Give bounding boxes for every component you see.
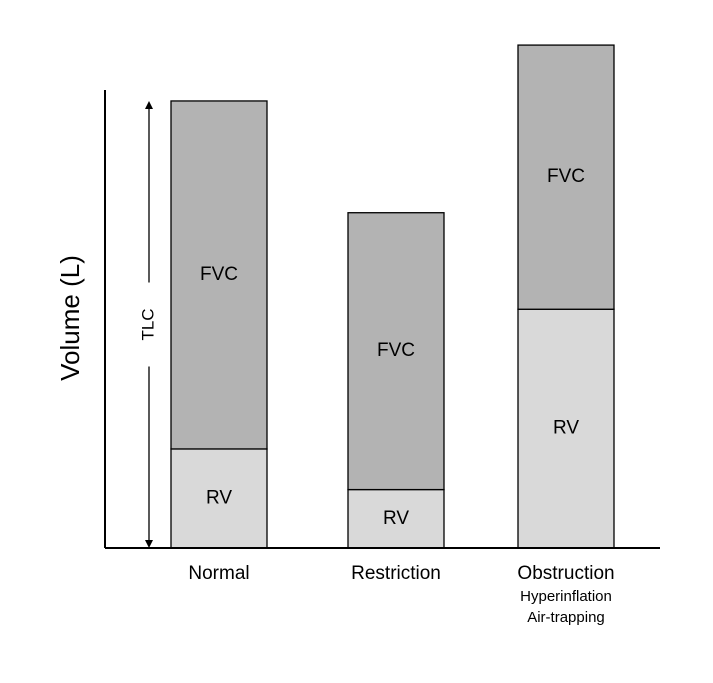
segment-label-rv-obstruction: RV [553,418,579,439]
bar-segment-rv-normal [170,448,268,549]
axes-layer: Volume (L) [55,90,660,549]
bar-segment-fvc-normal [170,100,268,450]
tlc-label: TLC [138,308,157,340]
bar-segment-fvc-obstruction [517,44,615,310]
segment-label-fvc-normal: FVC [200,264,238,285]
segment-label-fvc-restriction: FVC [377,340,415,361]
bar-segment-fvc-restriction [347,212,445,491]
category-sublabel-hyperinflation: Hyperinflation [520,588,612,605]
category-label-normal: Normal [188,563,249,584]
category-sublabel-air-trapping: Air-trapping [527,609,605,626]
segment-label-rv-restriction: RV [383,508,409,529]
tlc-arrow-down-head-icon [145,540,153,548]
segment-label-rv-normal: RV [206,487,232,508]
segment-label-fvc-obstruction: FVC [547,166,585,187]
bars-layer [170,44,615,549]
bar-segment-rv-obstruction [517,308,615,549]
y-axis-label: Volume (L) [55,255,85,381]
labels-layer: RV FVC Normal RV FVC Restriction RV FVC Obstruct… [188,166,614,626]
category-label-obstruction: Obstruction [517,563,614,584]
annotation-layer: TLC [138,100,157,548]
tlc-arrow-up-head-icon [145,100,153,109]
category-label-restriction: Restriction [351,563,441,584]
